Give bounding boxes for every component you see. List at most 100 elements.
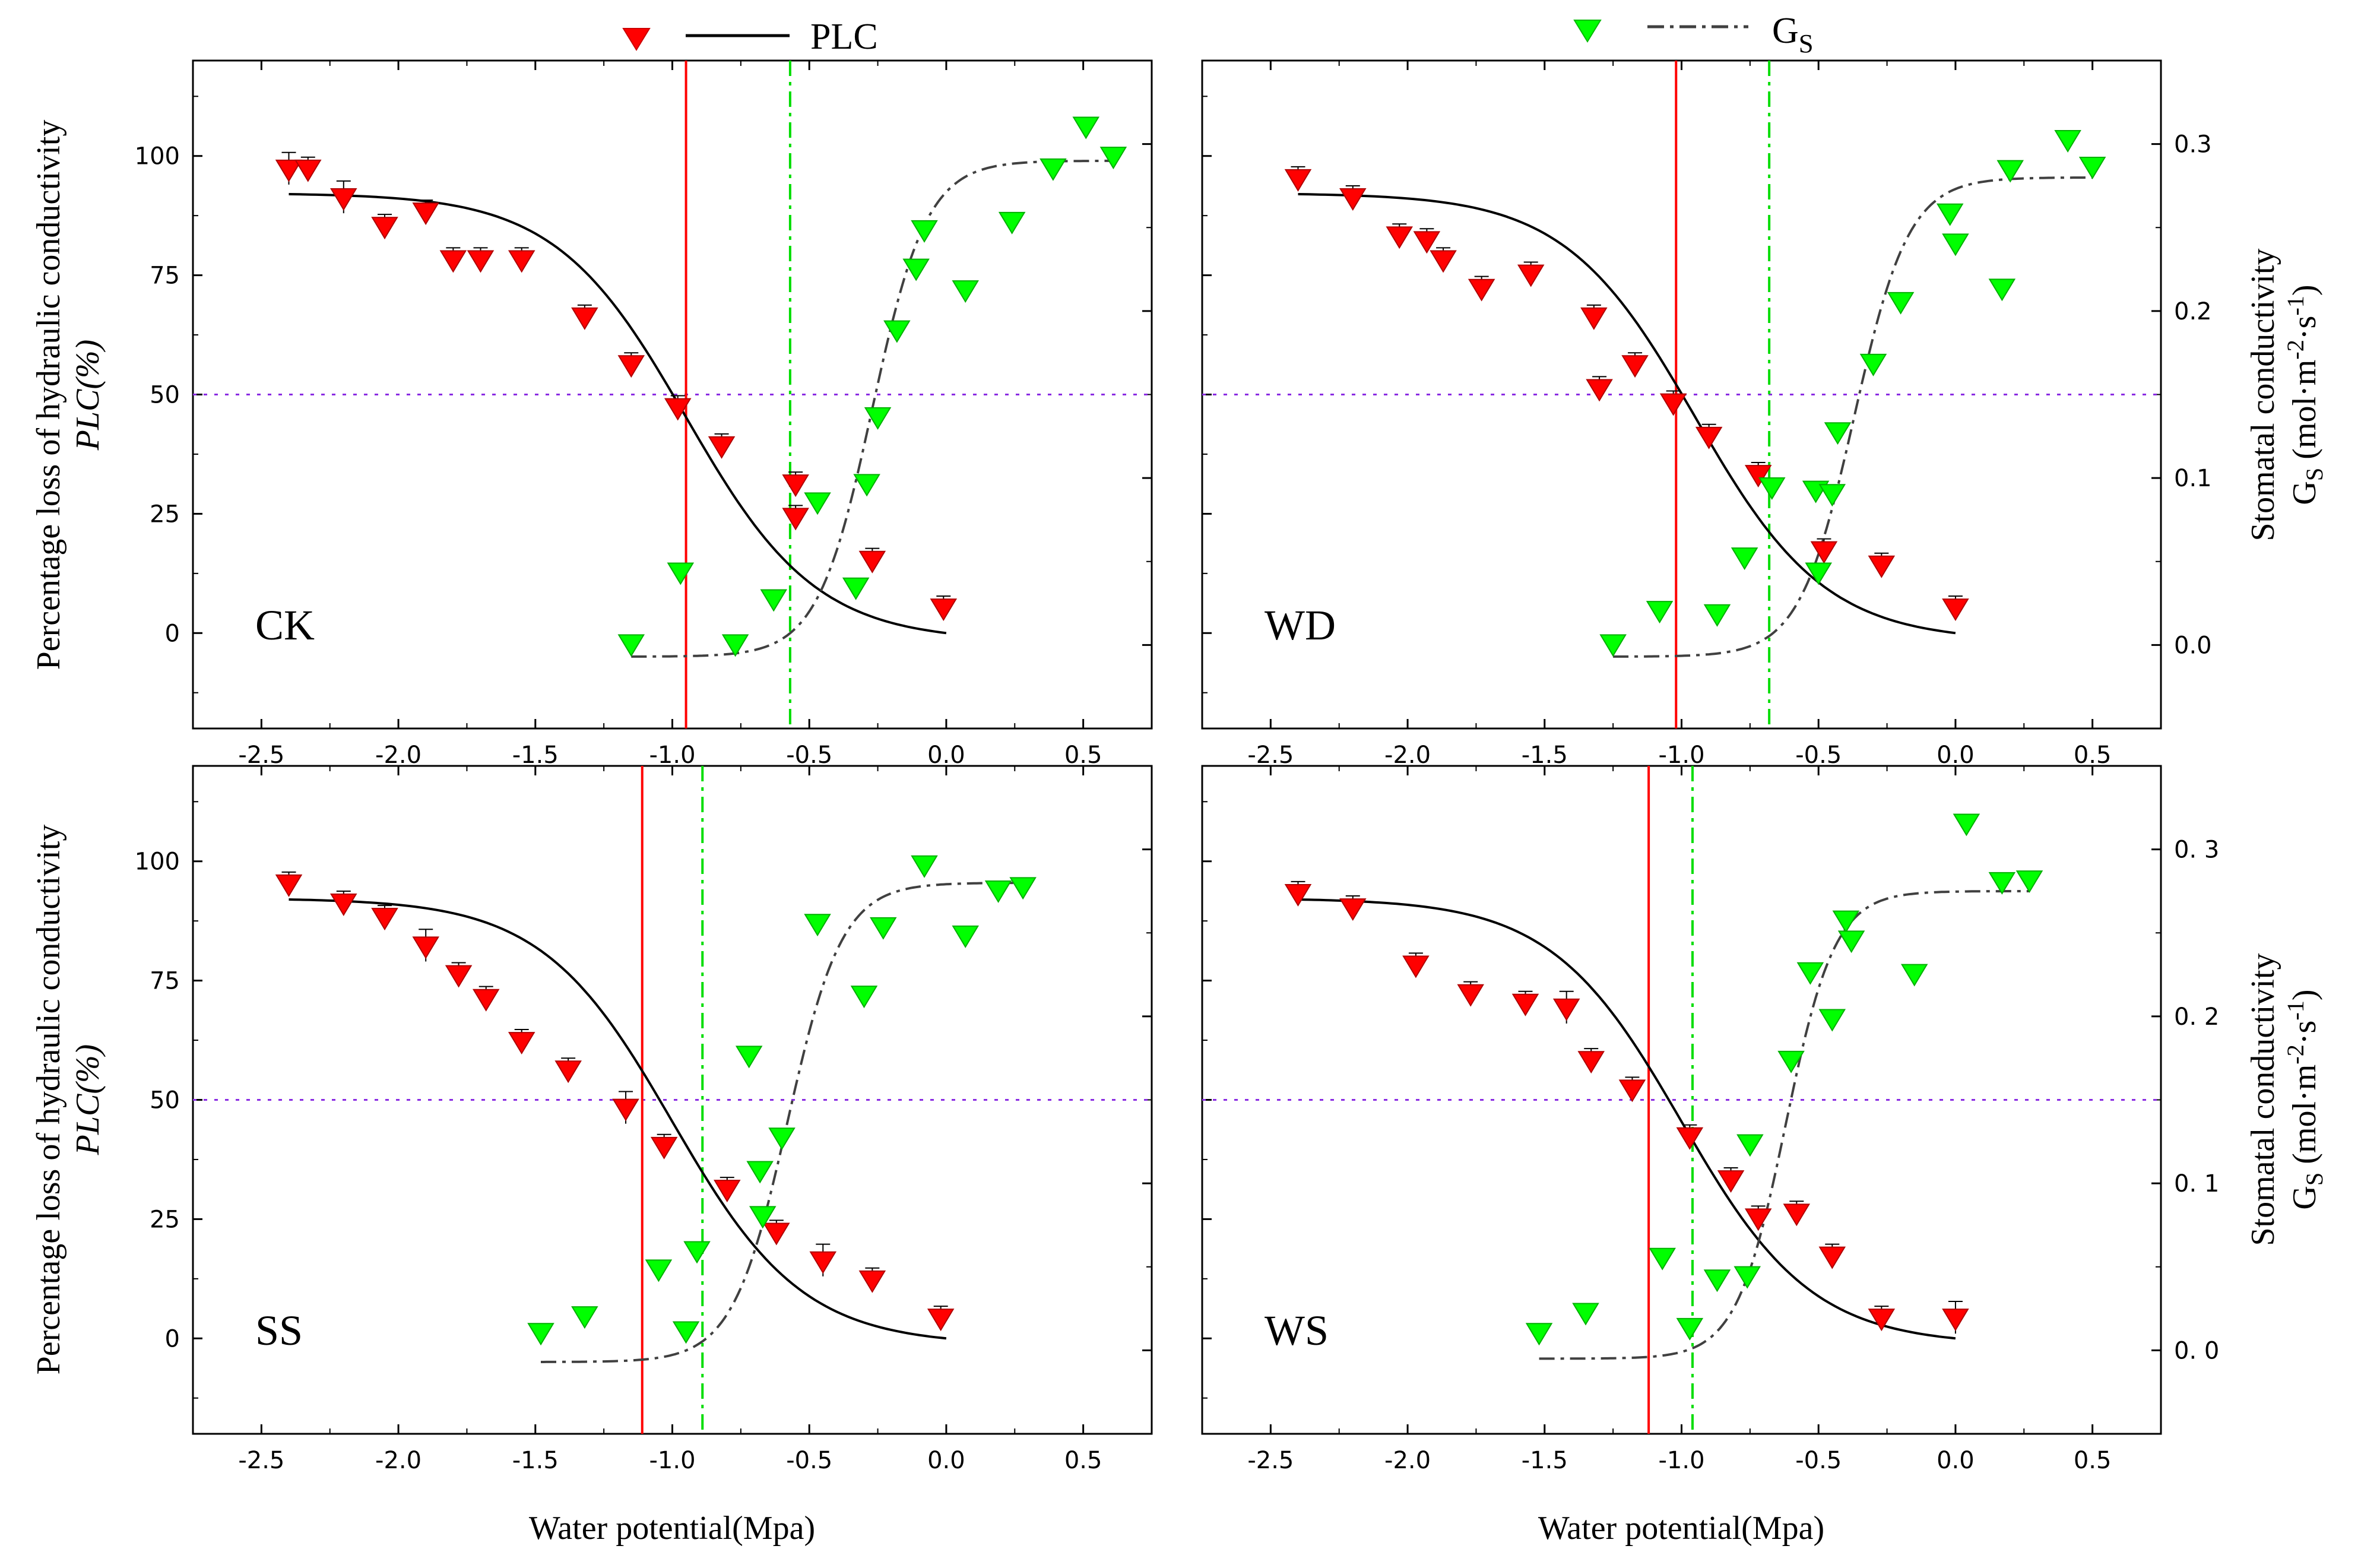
- gs-marker: [1796, 962, 1824, 985]
- plc-marker: [439, 250, 467, 273]
- y-axis-title-left-bottom-line1: Percentage loss of hydraulic conductivit…: [30, 825, 67, 1375]
- plc-point: [809, 1243, 837, 1276]
- plc-point: [371, 214, 398, 240]
- plc-point: [571, 304, 598, 330]
- plc-point: [1621, 352, 1649, 378]
- plc-marker: [1457, 984, 1484, 1007]
- legend-gs-label: GS: [1772, 11, 1814, 58]
- x-tick-label: -2.5: [238, 742, 284, 769]
- plc-marker: [612, 1098, 639, 1122]
- gs-marker: [1733, 1266, 1761, 1289]
- plc-point: [1676, 1124, 1704, 1150]
- plc-fit-curve: [1298, 898, 1956, 1340]
- y-left-tick-label: 25: [150, 1206, 180, 1233]
- gs-marker: [1736, 1134, 1764, 1157]
- x-tick-label: -0.5: [1795, 742, 1842, 769]
- y-left-tick-label: 25: [150, 501, 180, 528]
- plc-marker: [1586, 379, 1613, 402]
- y-left-tick-label: 50: [150, 382, 180, 409]
- x-tick-label: 0.0: [927, 1447, 965, 1474]
- plc-marker: [1783, 1203, 1811, 1227]
- plc-point: [858, 1267, 886, 1293]
- plc-marker: [617, 355, 645, 378]
- plc-marker: [1695, 426, 1723, 449]
- plc-marker: [472, 989, 500, 1012]
- y-right-tick-label: 0.1: [2174, 465, 2212, 492]
- gs-marker: [1837, 930, 1865, 954]
- gs-marker: [804, 914, 831, 937]
- x-axis-title-left: Water potential(Mpa): [529, 1510, 815, 1547]
- gs-marker: [1099, 147, 1127, 170]
- gs-marker: [2015, 870, 2043, 894]
- plc-point: [275, 151, 303, 185]
- y-right-tick-label: 0.3: [2174, 131, 2212, 159]
- plc-marker: [1339, 898, 1367, 921]
- plc-point: [1284, 880, 1312, 907]
- x-tick-label: -2.0: [1384, 1447, 1431, 1474]
- plc-point: [1577, 1048, 1605, 1074]
- gs-marker: [1805, 562, 1832, 585]
- gs-marker: [571, 1306, 598, 1329]
- plc-point: [1580, 304, 1608, 330]
- y-right-tick-label: 0.2: [2174, 298, 2212, 325]
- panel-label: SS: [255, 1307, 303, 1354]
- plc-point: [1942, 595, 1969, 622]
- plc-point: [612, 1091, 639, 1124]
- x-tick-label: -0.5: [786, 1447, 832, 1474]
- plc-marker: [1676, 1127, 1704, 1150]
- plc-point: [1783, 1200, 1811, 1227]
- plc-marker: [1818, 1246, 1846, 1269]
- gs-marker: [1525, 1323, 1553, 1346]
- plc-point: [275, 871, 303, 897]
- gs-marker: [2054, 130, 2081, 153]
- plc-marker: [1284, 883, 1312, 907]
- gs-marker: [1832, 910, 1860, 933]
- gs-marker: [1859, 353, 1887, 376]
- plc-marker: [371, 217, 398, 240]
- plc-point: [1413, 228, 1441, 254]
- gs-marker: [1703, 1269, 1731, 1293]
- plc-point: [1511, 990, 1539, 1016]
- x-tick-label: -1.5: [1522, 742, 1568, 769]
- plc-point: [1717, 1167, 1745, 1193]
- y-left-tick-label: 0: [165, 1325, 180, 1352]
- gs-marker: [1936, 203, 1964, 226]
- plc-point: [412, 199, 439, 226]
- y-left-tick-label: 100: [135, 848, 180, 876]
- gs-marker: [902, 258, 930, 281]
- y-axis-title-left-bottom: Percentage loss of hydraulic conductivit…: [30, 825, 106, 1375]
- plc-marker: [858, 1270, 886, 1293]
- y-axis-title-right-bottom: Stomatal conductivity GS (mol·m-2·s-1): [2245, 953, 2328, 1246]
- plc-point: [1942, 1301, 1969, 1334]
- gs-marker: [768, 1127, 796, 1151]
- panel-label: WS: [1265, 1307, 1329, 1354]
- y-axis-title-left-top: Percentage loss of hydraulic conductivit…: [30, 120, 106, 670]
- plc-marker: [275, 874, 303, 897]
- plc-point: [1810, 538, 1838, 564]
- plc-point: [1744, 462, 1772, 488]
- plc-point: [412, 929, 439, 962]
- x-tick-label: -1.0: [1658, 742, 1704, 769]
- gs-marker: [1824, 422, 1852, 445]
- y-left-tick-label: 75: [150, 262, 180, 290]
- gs-marker: [952, 280, 979, 303]
- legend-gs-marker: [1573, 20, 1602, 43]
- gs-marker: [1900, 964, 1928, 987]
- plc-point: [1552, 990, 1580, 1024]
- plc-point: [330, 180, 357, 214]
- plc-marker: [571, 307, 598, 330]
- gs-marker: [911, 855, 938, 878]
- gs-marker: [746, 1161, 774, 1184]
- gs-marker: [1942, 233, 1969, 256]
- gs-marker: [760, 589, 787, 612]
- x-tick-label: -1.5: [512, 1447, 559, 1474]
- y-axis-title-right-top: Stomatal conductivity GS (mol·m-2·s-1): [2245, 248, 2328, 541]
- plc-fit-curve: [1298, 193, 1956, 635]
- gs-marker: [804, 492, 831, 515]
- plc-marker: [554, 1060, 582, 1084]
- plc-marker: [1744, 1208, 1772, 1231]
- plc-point: [1339, 895, 1367, 921]
- plc-marker: [858, 550, 886, 574]
- plc-marker: [1580, 307, 1608, 330]
- plc-point: [1586, 376, 1613, 402]
